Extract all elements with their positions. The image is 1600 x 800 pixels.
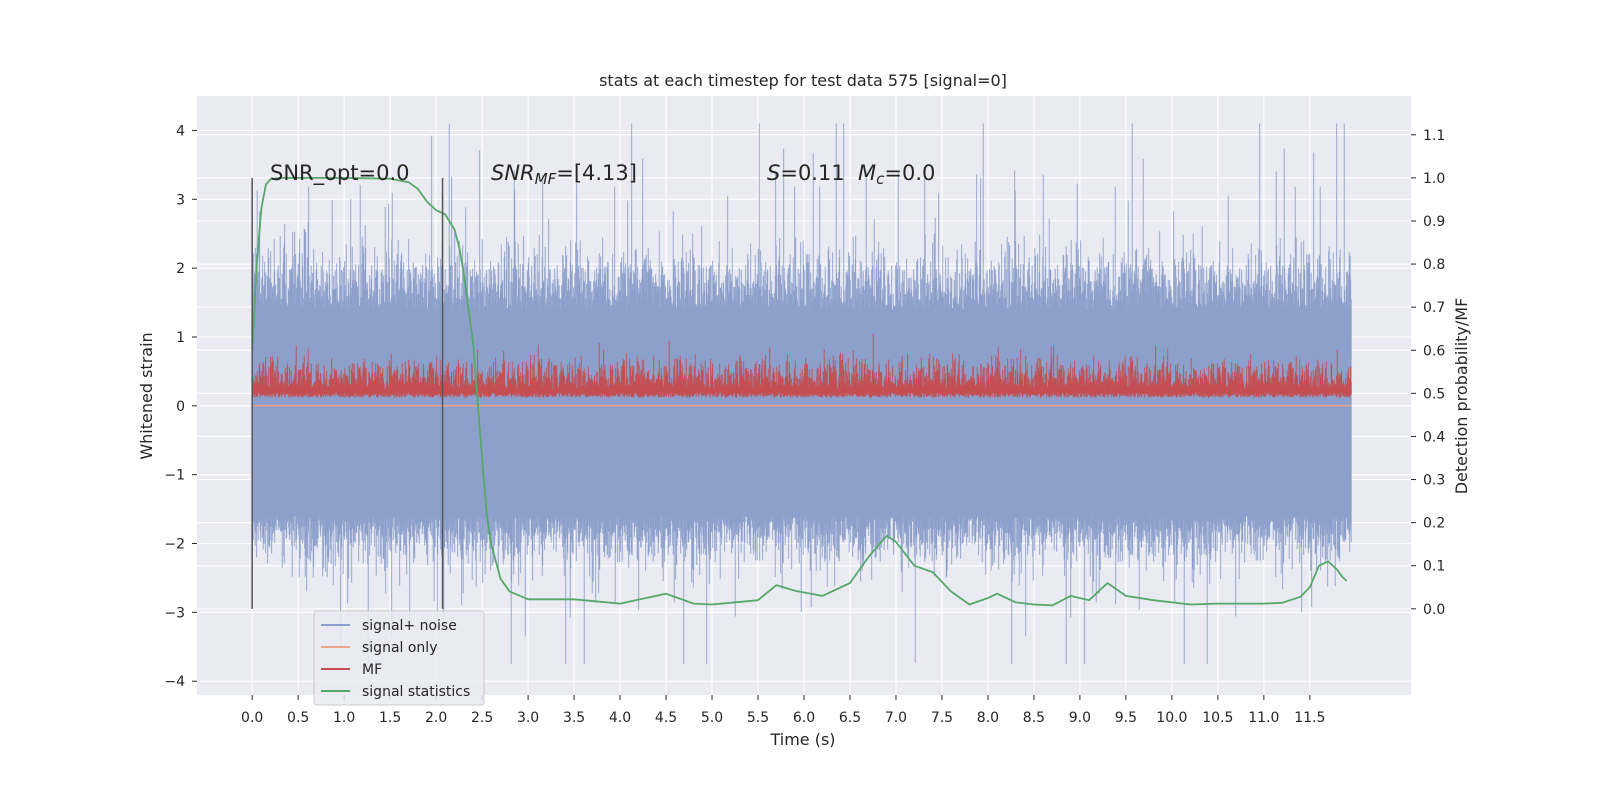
x-tick-label-13: 6.5	[839, 710, 861, 726]
s-symbol: S	[767, 161, 780, 185]
x-tick-label-16: 8.0	[977, 710, 999, 726]
annotation-s: S=0.11	[767, 161, 845, 185]
x-tick-label-10: 5.0	[701, 710, 723, 726]
x-tick-label-1: 0.5	[287, 710, 309, 726]
mc-value: =0.0	[884, 161, 935, 185]
y-right-tick-label-6: 0.6	[1423, 343, 1445, 359]
x-tick-label-18: 9.0	[1069, 710, 1091, 726]
x-tick-label-22: 11.0	[1248, 710, 1279, 726]
y-left-tick-label-5: 1	[176, 330, 185, 346]
x-tick-label-15: 7.5	[931, 710, 953, 726]
x-tick-label-12: 6.0	[793, 710, 815, 726]
s-value: =0.11	[780, 161, 844, 185]
x-axis-label: Time (s)	[769, 730, 835, 749]
mc-symbol: M	[858, 161, 876, 185]
y-right-tick-label-5: 0.5	[1423, 386, 1445, 402]
x-tick-label-23: 11.5	[1294, 710, 1325, 726]
x-tick-label-20: 10.0	[1156, 710, 1187, 726]
y-right-axis-label: Detection probability/MF	[1452, 298, 1471, 495]
x-axis-ticks: 0.0 0.5 1.0 1.5 2.0 2.5 3.0 3.5 4.0 4.5 5.0 5.5 6.0 6…	[241, 695, 1325, 726]
y-right-tick-label-4: 0.4	[1423, 429, 1445, 445]
snr-mf-subscript: MF	[535, 170, 557, 188]
mc-subscript: c	[876, 170, 885, 188]
annotation-snr-opt: SNR_opt=0.0	[270, 161, 410, 186]
x-tick-label-7: 3.5	[563, 710, 585, 726]
snr-mf-prefix: SNR	[491, 161, 535, 185]
y-left-tick-label-2: −2	[164, 537, 185, 553]
annotation-snr-mf: SNRMF=[4.13]	[491, 161, 637, 188]
y-right-tick-label-11: 1.1	[1423, 128, 1445, 144]
y-right-tick-label-1: 0.1	[1423, 559, 1445, 575]
y-left-tick-label-6: 2	[176, 261, 185, 277]
x-tick-label-17: 8.5	[1023, 710, 1045, 726]
legend: signal+ noise signal only MF signal stat…	[313, 610, 485, 706]
x-tick-label-21: 10.5	[1202, 710, 1233, 726]
y-right-tick-label-7: 0.7	[1423, 300, 1445, 316]
y-right-tick-label-10: 1.0	[1423, 171, 1445, 187]
y-left-tick-label-3: −1	[164, 468, 185, 484]
snr-mf-value: =[4.13]	[556, 161, 637, 185]
y-right-tick-label-3: 0.3	[1423, 473, 1445, 489]
x-tick-label-19: 9.5	[1115, 710, 1137, 726]
x-tick-label-2: 1.0	[333, 710, 355, 726]
x-tick-label-6: 3.0	[517, 710, 539, 726]
y-right-tick-label-2: 0.2	[1423, 516, 1445, 532]
vertical-markers	[251, 177, 444, 609]
x-tick-label-3: 1.5	[379, 710, 401, 726]
legend-label-mf: MF	[362, 662, 382, 678]
legend-label-signal-noise: signal+ noise	[362, 618, 457, 634]
y-right-axis-ticks: 0.0 0.1 0.2 0.3 0.4 0.5 0.6 0.7 0.8 0.9 1.0 1.1	[1411, 128, 1445, 618]
series-signal-statistics	[251, 176, 1348, 607]
y-left-tick-label-1: −3	[164, 605, 185, 621]
x-tick-label-0: 0.0	[241, 710, 263, 726]
chart-title: stats at each timestep for test data 575…	[599, 71, 1007, 90]
x-tick-label-14: 7.0	[885, 710, 907, 726]
legend-box	[313, 610, 485, 706]
y-left-axis-label: Whitened strain	[137, 332, 156, 459]
y-right-tick-label-0: 0.0	[1423, 602, 1445, 618]
x-tick-label-4: 2.0	[425, 710, 447, 726]
y-left-tick-label-7: 3	[176, 192, 185, 208]
y-right-tick-label-8: 0.8	[1423, 257, 1445, 273]
x-tick-label-9: 4.5	[655, 710, 677, 726]
y-left-axis-ticks: −4 −3 −2 −1 0 1 2 3 4	[164, 123, 197, 690]
y-left-tick-label-4: 0	[176, 399, 185, 415]
x-tick-label-8: 4.0	[609, 710, 631, 726]
y-right-tick-label-9: 0.9	[1423, 214, 1445, 230]
annotation-mc: Mc=0.0	[858, 161, 935, 188]
legend-label-signal-only: signal only	[362, 640, 437, 656]
x-tick-label-11: 5.5	[747, 710, 769, 726]
y-left-tick-label-0: −4	[164, 674, 185, 690]
legend-label-signal-statistics: signal statistics	[362, 684, 470, 700]
y-left-tick-label-8: 4	[176, 123, 185, 139]
x-tick-label-5: 2.5	[471, 710, 493, 726]
